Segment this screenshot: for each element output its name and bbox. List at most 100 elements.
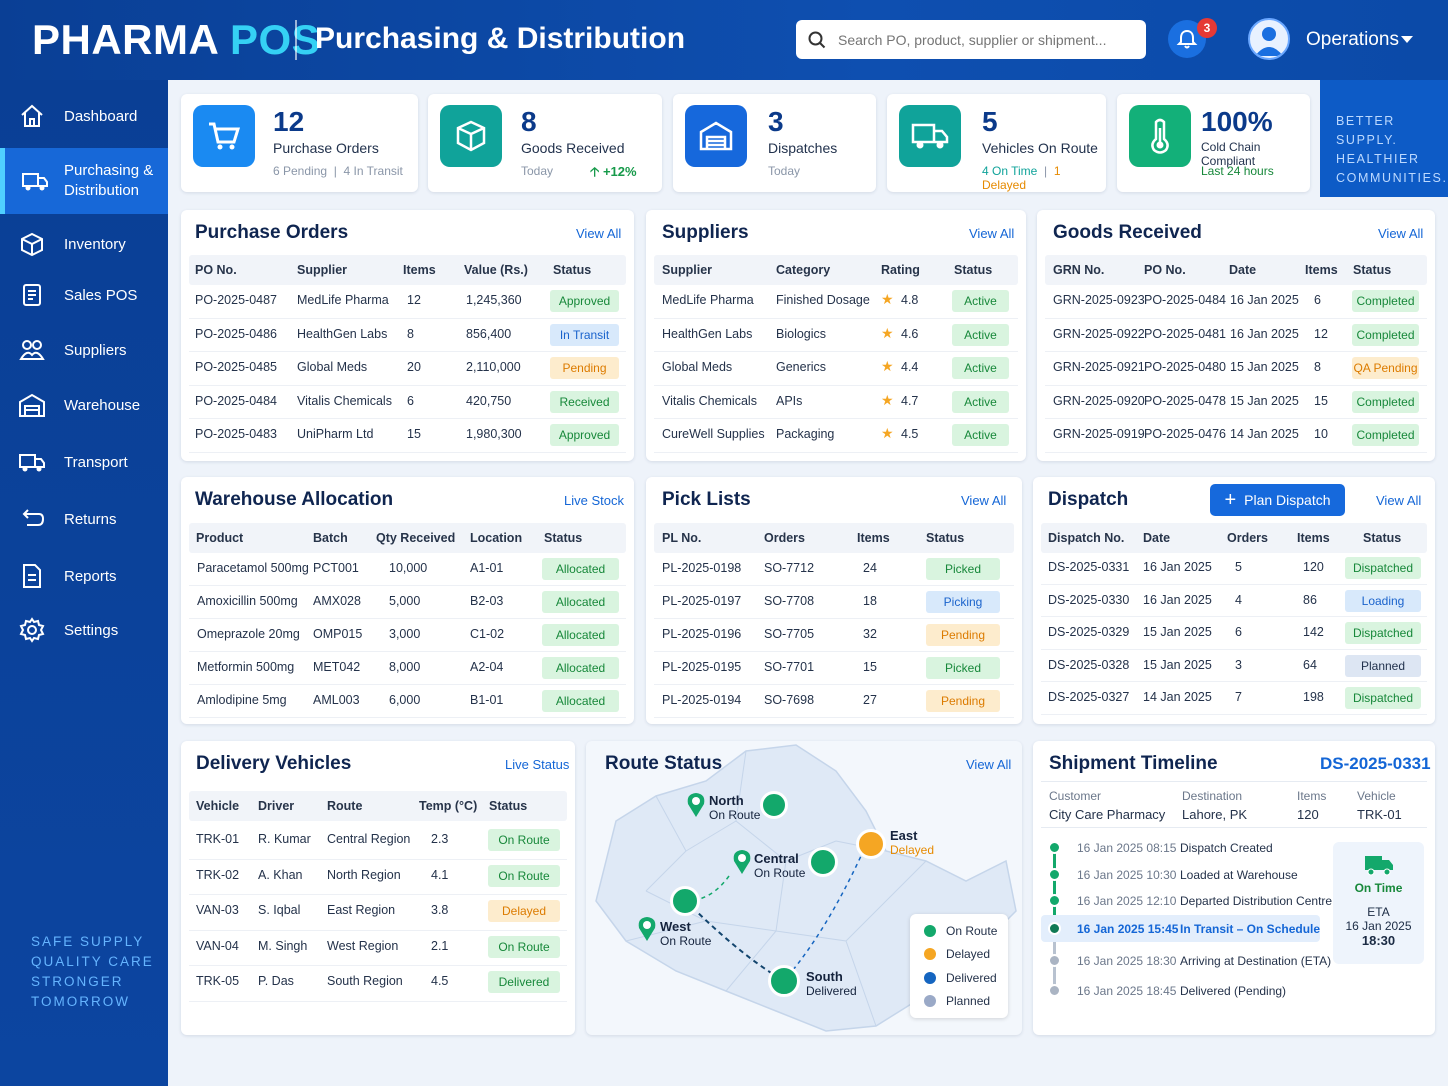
- view-all-link[interactable]: View All: [966, 757, 1012, 772]
- table-cell: GRN-2025-0919: [1053, 427, 1145, 441]
- table-row[interactable]: PO-2025-0485 Global Meds 20 2,110,000 Pendin…: [189, 352, 626, 386]
- search-input[interactable]: [838, 31, 1128, 48]
- table-cell: TRK-01: [196, 832, 240, 846]
- table-row[interactable]: Paracetamol 500mg PCT001 10,000 A1-01 Alloca…: [189, 553, 626, 586]
- table-row[interactable]: PL-2025-0196 SO-7705 32 Pending: [654, 619, 1014, 652]
- map-pin-icon[interactable]: [637, 916, 657, 942]
- table-cell: PL-2025-0195: [662, 660, 742, 674]
- map-pin-icon[interactable]: [732, 849, 752, 875]
- view-all-link[interactable]: View All: [1378, 226, 1424, 241]
- live-stock-link[interactable]: Live Stock: [564, 493, 624, 508]
- table-row[interactable]: GRN-2025-0923 PO-2025-0484 16 Jan 2025 6 Com…: [1045, 285, 1427, 319]
- kpi-value: 8: [521, 106, 537, 137]
- truck-marker-central[interactable]: [808, 847, 838, 877]
- app-logo[interactable]: PHARMA POS: [32, 16, 321, 63]
- status-badge: Approved: [550, 290, 619, 312]
- table-row[interactable]: PL-2025-0198 SO-7712 24 Picked: [654, 553, 1014, 586]
- table-cell: 15 Jan 2025: [1143, 625, 1212, 639]
- map-pin-icon[interactable]: [686, 792, 706, 818]
- truck-marker-south[interactable]: [768, 965, 800, 997]
- table-row[interactable]: PO-2025-0484 Vitalis Chemicals 6 420,750 Rec…: [189, 386, 626, 419]
- table-row[interactable]: GRN-2025-0919 PO-2025-0476 14 Jan 2025 10 Co…: [1045, 419, 1427, 453]
- table-row[interactable]: VAN-04 M. Singh West Region 2.1 On Route: [189, 931, 567, 966]
- table-row[interactable]: GRN-2025-0920 PO-2025-0478 15 Jan 2025 15 Co…: [1045, 386, 1427, 419]
- sidebar-item-suppliers[interactable]: Suppliers: [0, 323, 168, 377]
- table-cell: 64: [1303, 657, 1317, 672]
- table-row[interactable]: GRN-2025-0922 PO-2025-0481 16 Jan 2025 12 Co…: [1045, 319, 1427, 352]
- table-row[interactable]: DS-2025-0327 14 Jan 2025 7 198 Dispatched: [1041, 682, 1427, 715]
- view-all-link[interactable]: View All: [576, 226, 622, 241]
- table-row[interactable]: VAN-03 S. Iqbal East Region 3.8 Delayed: [189, 895, 567, 931]
- table-row[interactable]: TRK-02 A. Khan North Region 4.1 On Route: [189, 860, 567, 895]
- kpi-goods-received[interactable]: 8 Goods Received Today 🡡 +12%: [428, 94, 662, 192]
- truck-icon: [899, 105, 961, 167]
- sidebar-item-sales-pos[interactable]: Sales POS: [0, 268, 168, 322]
- table-row[interactable]: Amlodipine 5mg AML003 6,000 B1-01 Allocated: [189, 685, 626, 718]
- search-box[interactable]: [796, 20, 1146, 59]
- table-row[interactable]: PL-2025-0195 SO-7701 15 Picked: [654, 652, 1014, 685]
- status-badge: Pending: [926, 624, 1000, 646]
- live-status-link[interactable]: Live Status: [505, 757, 570, 772]
- sidebar-item-settings[interactable]: Settings: [0, 603, 168, 657]
- kpi-dispatches[interactable]: 3 Dispatches Today: [673, 94, 876, 192]
- user-avatar[interactable]: [1248, 18, 1290, 60]
- plan-dispatch-button[interactable]: + Plan Dispatch: [1210, 484, 1345, 516]
- table-cell: M. Singh: [258, 938, 308, 953]
- sidebar: [0, 80, 168, 1086]
- chevron-down-icon[interactable]: [1400, 35, 1414, 45]
- truck-marker-north[interactable]: [760, 791, 788, 819]
- sidebar-item-purchasing[interactable]: Purchasing & Distribution: [0, 148, 168, 214]
- kpi-vehicles-on-route[interactable]: 5 Vehicles On Route 4 On Time | 1 Delaye…: [887, 94, 1106, 192]
- status-badge: Dispatched: [1345, 622, 1421, 644]
- status-badge: In Transit: [550, 323, 619, 346]
- table-row[interactable]: DS-2025-0330 16 Jan 2025 4 86 Loading: [1041, 585, 1427, 617]
- table-cell: B2-03: [470, 594, 504, 608]
- shipment-id-link[interactable]: DS-2025-0331: [1320, 754, 1431, 773]
- truck-marker-west[interactable]: [670, 886, 700, 916]
- timeline-time: 16 Jan 2025 12:10: [1077, 894, 1177, 908]
- sidebar-item-warehouse[interactable]: Warehouse: [0, 378, 168, 432]
- table-row[interactable]: CureWell Supplies Packaging ★ 4.5 Active: [654, 419, 1018, 453]
- sidebar-item-returns[interactable]: Returns: [0, 492, 168, 546]
- table-row[interactable]: TRK-05 P. Das South Region 4.5 Delivered: [189, 966, 567, 1002]
- table-row[interactable]: PL-2025-0197 SO-7708 18 Picking: [654, 586, 1014, 619]
- view-all-link[interactable]: View All: [1376, 493, 1422, 508]
- table-cell: PO-2025-0486: [195, 326, 278, 341]
- kpi-purchase-orders[interactable]: 12 Purchase Orders 6 Pending | 4 In Tran…: [181, 94, 418, 192]
- kpi-label: Purchase Orders: [273, 140, 379, 156]
- table-row[interactable]: DS-2025-0331 16 Jan 2025 5 120 Dispatched: [1041, 552, 1427, 585]
- user-menu-label[interactable]: Operations: [1306, 29, 1399, 50]
- table-cell: 86: [1303, 592, 1317, 607]
- table-row[interactable]: Omeprazole 20mg OMP015 3,000 C1-02 Allocated: [189, 619, 626, 652]
- table-cell: PO-2025-0480: [1144, 360, 1227, 374]
- view-all-link[interactable]: View All: [969, 226, 1015, 241]
- sidebar-item-transport[interactable]: Transport: [0, 435, 168, 489]
- truck-marker-east[interactable]: [856, 829, 886, 859]
- table-row[interactable]: PL-2025-0194 SO-7698 27 Pending: [654, 685, 1014, 718]
- table-cell: 14 Jan 2025: [1230, 427, 1299, 441]
- sidebar-item-inventory[interactable]: Inventory: [0, 217, 168, 271]
- table-row[interactable]: Global Meds Generics ★ 4.4 Active: [654, 352, 1018, 386]
- eta-time: 18:30: [1361, 933, 1396, 948]
- table-row[interactable]: DS-2025-0328 15 Jan 2025 3 64 Planned: [1041, 650, 1427, 682]
- table-cell: 24: [863, 561, 877, 575]
- kpi-cold-chain[interactable]: 100% Cold Chain Compliant Last 24 hours: [1117, 94, 1310, 192]
- sidebar-item-dashboard[interactable]: Dashboard: [0, 89, 168, 143]
- sidebar-item-reports[interactable]: Reports: [0, 549, 168, 603]
- table-row[interactable]: GRN-2025-0921 PO-2025-0480 15 Jan 2025 8 QA …: [1045, 352, 1427, 386]
- delivery-truck-icon: [19, 454, 45, 472]
- table-row[interactable]: Amoxicillin 500mg AMX028 5,000 B2-03 Allocat…: [189, 586, 626, 619]
- table-row[interactable]: Metformin 500mg MET042 8,000 A2-04 Allocated: [189, 652, 626, 685]
- table-row[interactable]: PO-2025-0483 UniPharm Ltd 15 1,980,300 Appro…: [189, 419, 626, 453]
- table-row[interactable]: PO-2025-0487 MedLife Pharma 12 1,245,360 App…: [189, 285, 626, 319]
- table-row[interactable]: PO-2025-0486 HealthGen Labs 8 856,400 In Tra…: [189, 319, 626, 352]
- table-row[interactable]: MedLife Pharma Finished Dosage ★ 4.8 Active: [654, 285, 1018, 319]
- thermometer-icon: [1129, 105, 1191, 167]
- table-row[interactable]: Vitalis Chemicals APIs ★ 4.7 Active: [654, 386, 1018, 419]
- table-cell: PL-2025-0198: [662, 561, 742, 575]
- table-row[interactable]: DS-2025-0329 15 Jan 2025 6 142 Dispatched: [1041, 617, 1427, 650]
- table-row[interactable]: HealthGen Labs Biologics ★ 4.6 Active: [654, 319, 1018, 352]
- table-row[interactable]: TRK-01 R. Kumar Central Region 2.3 On Route: [189, 824, 567, 860]
- view-all-link[interactable]: View All: [961, 493, 1007, 508]
- return-icon: [22, 509, 45, 526]
